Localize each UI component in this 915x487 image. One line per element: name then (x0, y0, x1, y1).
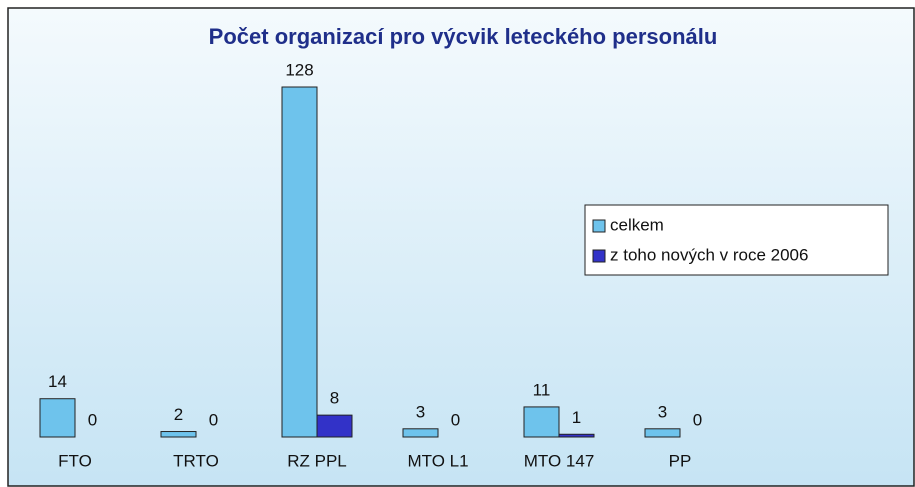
x-tick-label: MTO 147 (524, 451, 595, 470)
x-tick-label: MTO L1 (407, 451, 468, 470)
value-label: 0 (693, 410, 702, 429)
value-label: 0 (209, 410, 218, 429)
value-label: 1 (572, 408, 581, 427)
value-label: 14 (48, 372, 67, 391)
bar (39, 398, 76, 438)
legend-label: celkem (610, 215, 664, 234)
value-label: 0 (451, 410, 460, 429)
value-label: 3 (658, 402, 667, 421)
value-label: 2 (174, 405, 183, 424)
value-label: 0 (88, 410, 97, 429)
legend-label: z toho nových v roce 2006 (610, 245, 808, 264)
bar (558, 433, 595, 438)
chart-title: Počet organizací pro výcvik leteckého pe… (209, 24, 718, 49)
bar (160, 431, 197, 438)
bar (402, 428, 439, 438)
value-label: 3 (416, 402, 425, 421)
value-label: 8 (330, 389, 339, 408)
value-label: 11 (533, 380, 551, 399)
bar (644, 428, 681, 438)
legend (584, 204, 889, 276)
legend-swatch (592, 219, 606, 233)
x-tick-label: PP (669, 451, 692, 470)
bar (316, 414, 353, 438)
legend-swatch (592, 249, 606, 263)
x-tick-label: FTO (58, 451, 92, 470)
bar (523, 406, 560, 438)
x-tick-label: RZ PPL (287, 451, 347, 470)
x-tick-label: TRTO (173, 451, 219, 470)
value-label: 128 (285, 60, 313, 79)
bar (281, 86, 318, 438)
